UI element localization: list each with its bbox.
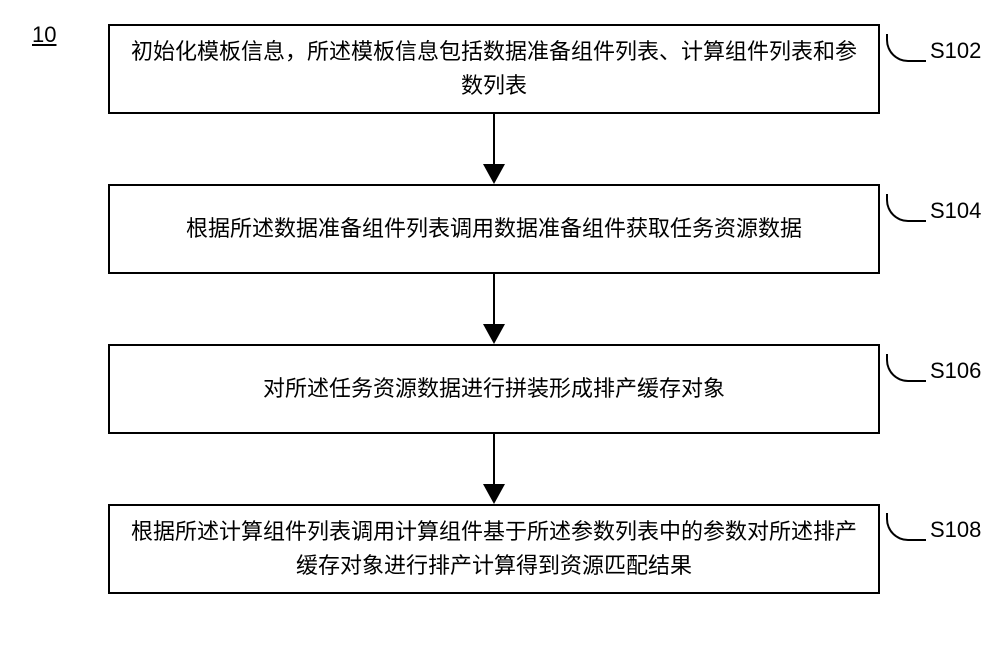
step-s108: 根据所述计算组件列表调用计算组件基于所述参数列表中的参数对所述排产缓存对象进行排… <box>108 504 880 594</box>
step-s102-label: S102 <box>930 38 981 64</box>
figure-number: 10 <box>32 22 56 48</box>
step-s102-text: 初始化模板信息，所述模板信息包括数据准备组件列表、计算组件列表和参数列表 <box>130 35 858 103</box>
step-s106-label: S106 <box>930 358 981 384</box>
step-s104: 根据所述数据准备组件列表调用数据准备组件获取任务资源数据 <box>108 184 880 274</box>
step-s102: 初始化模板信息，所述模板信息包括数据准备组件列表、计算组件列表和参数列表 <box>108 24 880 114</box>
label-connector-s102 <box>886 34 926 62</box>
step-s104-label: S104 <box>930 198 981 224</box>
flowchart-canvas: 10 初始化模板信息，所述模板信息包括数据准备组件列表、计算组件列表和参数列表 … <box>0 0 1000 657</box>
step-s108-text: 根据所述计算组件列表调用计算组件基于所述参数列表中的参数对所述排产缓存对象进行排… <box>130 515 858 583</box>
label-connector-s106 <box>886 354 926 382</box>
label-connector-s104 <box>886 194 926 222</box>
step-s108-label: S108 <box>930 517 981 543</box>
step-s106: 对所述任务资源数据进行拼装形成排产缓存对象 <box>108 344 880 434</box>
label-connector-s108 <box>886 513 926 541</box>
step-s104-text: 根据所述数据准备组件列表调用数据准备组件获取任务资源数据 <box>186 212 802 246</box>
step-s106-text: 对所述任务资源数据进行拼装形成排产缓存对象 <box>263 372 725 406</box>
